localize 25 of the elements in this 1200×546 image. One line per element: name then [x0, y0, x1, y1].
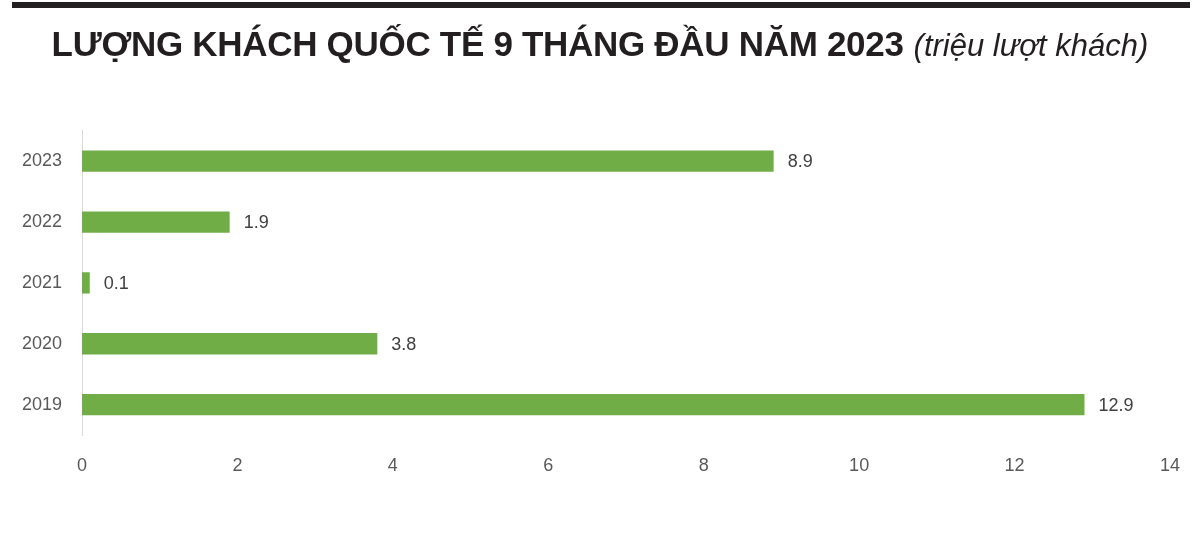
y-tick-label: 2020 — [21, 332, 62, 353]
bar — [82, 393, 1085, 416]
x-tick-label: 0 — [76, 454, 88, 475]
bar — [82, 272, 90, 294]
x-tick-label: 6 — [543, 454, 554, 475]
y-tick-label: 2023 — [21, 150, 62, 171]
data-label: 12.9 — [1098, 394, 1134, 415]
chart-title: LƯỢNG KHÁCH QUỐC TẾ 9 THÁNG ĐẦU NĂM 2023 — [51, 24, 904, 63]
y-tick-label: 2021 — [21, 271, 62, 292]
chart-subtitle: (triệu lượt khách) — [913, 28, 1149, 63]
x-tick-label: 8 — [698, 454, 709, 475]
y-tick-label: 2019 — [21, 393, 62, 414]
data-label: 3.8 — [391, 333, 417, 354]
x-tick-label: 14 — [1159, 454, 1180, 475]
y-tick-label: 2022 — [21, 211, 62, 232]
x-tick-label: 2 — [232, 454, 243, 475]
x-tick-label: 4 — [387, 454, 398, 475]
data-label: 0.1 — [103, 272, 129, 293]
x-tick-label: 12 — [1004, 454, 1025, 475]
bar — [82, 150, 774, 172]
data-label: 1.9 — [243, 212, 269, 233]
bar — [82, 211, 230, 233]
x-tick-label: 10 — [849, 454, 870, 475]
data-label: 8.9 — [787, 151, 813, 172]
bar — [82, 333, 378, 355]
